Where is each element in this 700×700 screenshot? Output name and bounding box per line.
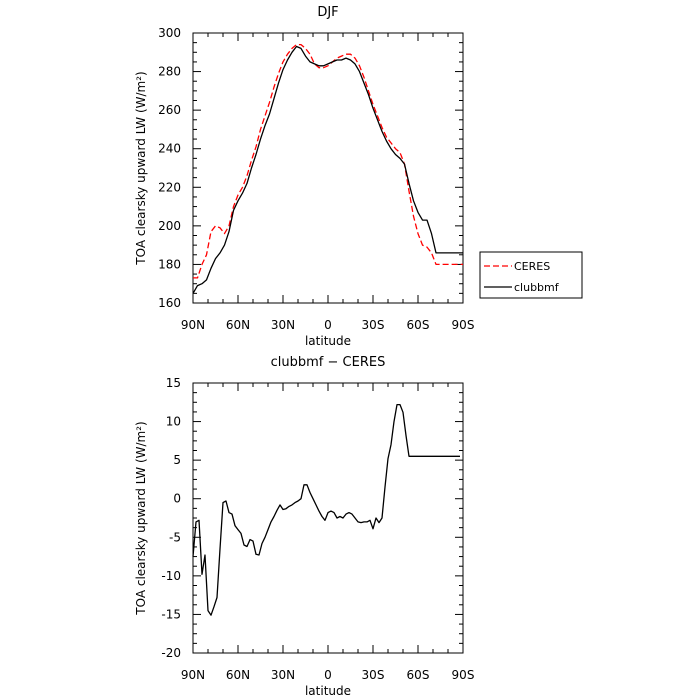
y-tick-label: -10 [161, 569, 181, 583]
y-tick-label: 0 [173, 492, 181, 506]
x-tick-label: 0 [324, 668, 332, 682]
y-tick-label: 160 [158, 296, 181, 310]
y-axis-title: TOA clearsky upward LW (W/m²) [134, 421, 148, 615]
series-line-clubbmf [192, 45, 463, 294]
y-tick-label: 180 [158, 257, 181, 271]
x-tick-label: 30S [362, 668, 385, 682]
x-tick-label: 60N [226, 668, 250, 682]
x-tick-label: 30N [271, 318, 295, 332]
x-tick-label: 60S [407, 668, 430, 682]
legend-label: CERES [514, 260, 550, 273]
y-tick-label: 280 [158, 65, 181, 79]
y-tick-label: 260 [158, 103, 181, 117]
chart-panel-1: 160 180 200 220 240 260 280 300 90N 60N 30N 0 30S 60S… [134, 5, 583, 348]
x-tick-label: 90S [452, 318, 475, 332]
x-tick-label: 90S [452, 668, 475, 682]
x-tick-label: 90N [181, 668, 205, 682]
x-axis-title: latitude [305, 684, 351, 698]
series-line-ceres [193, 43, 463, 279]
x-tick-label: 90N [181, 318, 205, 332]
y-tick-label: 300 [158, 26, 181, 40]
series-line-1 [192, 403, 460, 616]
y-tick-label: 240 [158, 142, 181, 156]
y-tick-label: 10 [166, 415, 181, 429]
legend-box [479, 251, 583, 299]
chart-title: DJF [317, 5, 338, 20]
x-tick-label: 60S [407, 318, 430, 332]
chart-panel-2: -20 -15 -10 -5 0 5 10 15 90N 60N 30N 0 30S 60S 90S club… [134, 355, 474, 698]
y-tick-label: 15 [166, 376, 181, 390]
y-tick-label: 200 [158, 219, 181, 233]
y-tick-label: -5 [169, 530, 181, 544]
x-tick-label: 60N [226, 318, 250, 332]
chart-title: clubbmf − CERES [271, 355, 386, 370]
x-tick-label: 0 [324, 318, 332, 332]
y-axis-title: TOA clearsky upward LW (W/m²) [134, 71, 148, 265]
y-tick-label: -15 [161, 607, 181, 621]
x-tick-label: 30S [362, 318, 385, 332]
plot-frame [192, 32, 464, 304]
y-tick-label: 5 [173, 453, 181, 467]
legend: CERES clubbmf [479, 251, 583, 299]
x-axis-title: latitude [305, 334, 351, 348]
y-tick-label: -20 [161, 646, 181, 660]
y-tick-label: 220 [158, 180, 181, 194]
x-tick-label: 30N [271, 668, 295, 682]
legend-label: clubbmf [514, 281, 560, 294]
